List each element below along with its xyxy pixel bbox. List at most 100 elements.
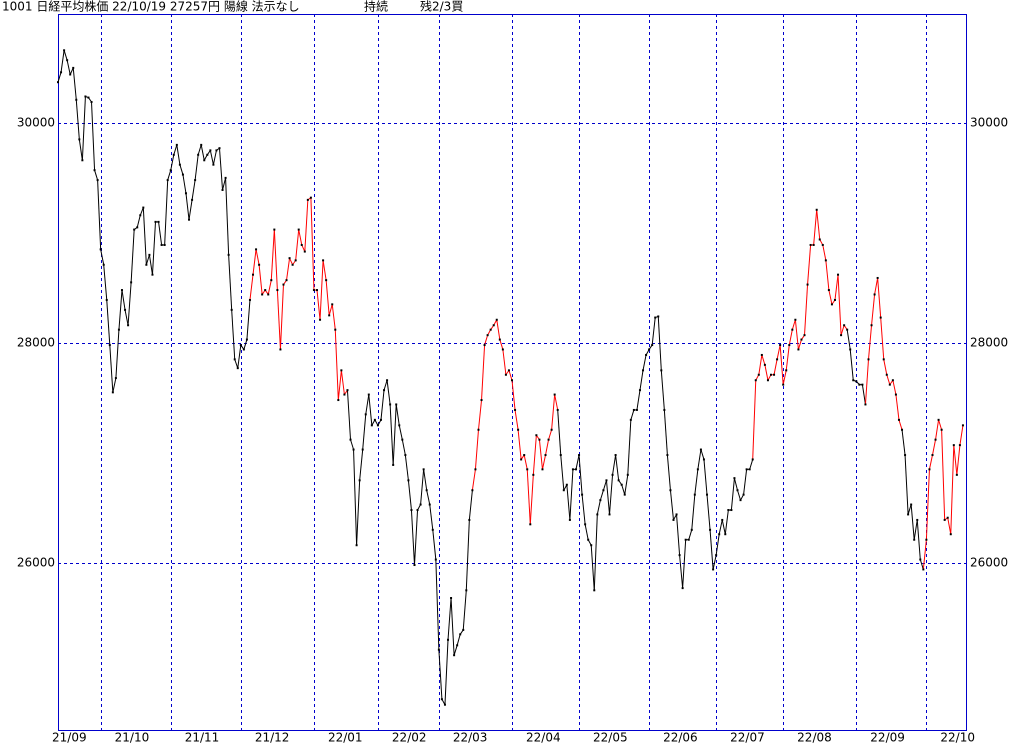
y-tick-label-right: 28000 [970,335,1008,349]
point [715,554,718,557]
point [742,493,745,496]
line-segment [627,419,632,475]
line-segment [438,649,443,700]
point [605,479,608,482]
point [806,283,809,286]
line-segment [420,469,425,505]
point [593,589,596,592]
point [803,334,806,337]
line-segment [346,390,352,440]
line-segment [136,215,141,228]
point [739,499,742,502]
point [611,473,614,476]
point [358,479,361,482]
line-segment [910,504,915,540]
line-segment [447,597,452,640]
point [879,316,882,319]
point [696,468,699,471]
point [279,348,282,351]
point [136,226,139,229]
line-segment [904,455,909,515]
point [468,518,471,521]
point [334,328,337,331]
point [303,250,306,253]
point [785,369,788,372]
point [642,369,645,372]
line-segment [703,459,708,495]
line-segment [621,484,626,495]
x-tick-label: 22/02 [392,731,427,745]
point [367,393,370,396]
point [242,348,245,351]
line-segment [724,509,729,535]
point [188,218,191,221]
line-segment [255,249,260,265]
line-segment [867,325,873,360]
line-segment [109,345,114,393]
point [462,628,465,631]
point [687,538,690,541]
line-segment [657,316,662,371]
line-segment [925,469,930,540]
line-segment [511,380,516,410]
line-segment [953,445,958,475]
line-segment [569,469,574,520]
line-segment [249,274,254,301]
point [252,273,255,276]
point [590,544,593,547]
point [617,479,620,482]
line-segment [164,180,169,245]
point [297,228,300,231]
point [706,493,709,496]
line-segment [167,170,172,181]
point [477,428,480,431]
line-segment [837,274,842,336]
line-segment [398,425,403,440]
point [248,298,251,301]
point [791,328,794,331]
line-segment [410,510,415,566]
line-segment [386,380,391,405]
line-segment [301,244,306,252]
line-segment [834,274,839,301]
point [178,163,181,166]
line-segment [797,339,802,350]
point [328,314,331,317]
x-tick-label: 22/08 [797,731,832,745]
x-tick-label: 21/09 [52,731,87,745]
line-segment [898,419,903,430]
line-segment [502,349,507,375]
point [87,96,90,99]
point [748,468,751,471]
point [456,644,459,647]
line-segment [423,469,428,491]
line-segment [429,504,434,530]
line-segment [709,529,714,570]
point [876,276,879,279]
point [840,334,843,337]
line-segment [273,229,278,291]
line-segment [529,474,534,525]
point [383,389,386,392]
line-segment [130,229,135,283]
line-segment [928,454,933,470]
point [645,353,648,356]
line-segment [913,519,918,540]
point [443,703,446,706]
line-segment [368,394,373,426]
point [574,468,577,471]
line-segment [322,260,327,281]
line-segment [630,409,635,420]
line-segment [788,329,793,346]
line-segment [849,349,854,381]
line-segment [148,254,153,275]
line-segment [359,449,364,481]
point [760,353,763,356]
point [459,633,462,636]
point [108,344,111,347]
line-segment [286,258,291,281]
point [322,259,325,262]
point [312,289,315,292]
point [931,454,934,457]
point [733,477,736,480]
